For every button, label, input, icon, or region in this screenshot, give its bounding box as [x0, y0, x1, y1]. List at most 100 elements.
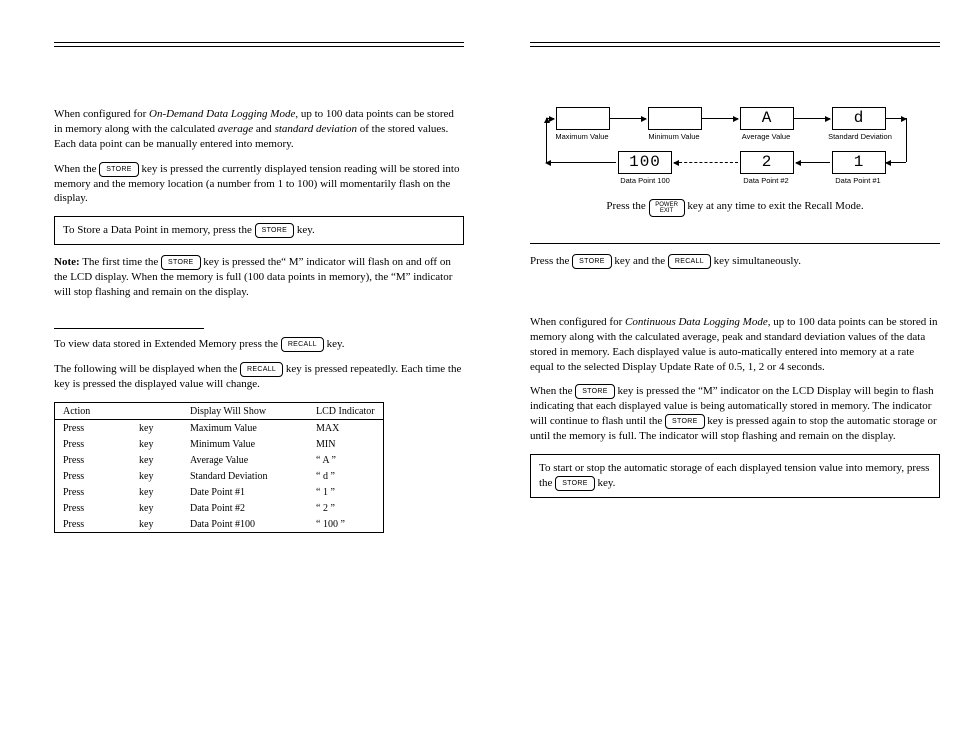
cell: Standard Deviation	[182, 468, 308, 484]
th-action: Action	[55, 402, 183, 419]
text: Press the	[606, 200, 648, 212]
text: When configured for	[530, 316, 625, 328]
connector-line	[546, 118, 547, 162]
table-row-gap: PresskeyData Point #100“ 100 ”	[55, 516, 384, 533]
continuous-store-para: When the STORE key is pressed the “M” in…	[530, 384, 940, 444]
cell: “ A ”	[308, 452, 384, 468]
table-header-row: Action Display Will Show LCD Indicator	[55, 402, 384, 419]
table-row: PresskeyStandard Deviation“ d ”	[55, 468, 384, 484]
recall-key-icon: RECALL	[240, 362, 283, 377]
arrow-dash-icon	[674, 162, 738, 163]
text: When configured for	[54, 108, 149, 120]
lbl-dp100: Data Point 100	[606, 176, 684, 185]
table-row: PresskeyAverage Value“ A ”	[55, 452, 384, 468]
connector-line	[906, 118, 907, 162]
lbl-dp1: Data Point #1	[822, 176, 894, 185]
lcd-dp100: 100	[618, 151, 672, 174]
recall-key-icon: RECALL	[281, 337, 324, 352]
lcd-val: A	[762, 109, 773, 127]
section-rule	[54, 328, 204, 329]
right-column: A d Maximum Value Minimum Value Average …	[530, 42, 940, 508]
spacer	[530, 279, 940, 315]
text: To Store a Data Point in memory, press t…	[63, 224, 252, 236]
ondemand-intro: When configured for On-Demand Data Loggi…	[54, 107, 464, 152]
lbl-max: Maximum Value	[546, 132, 618, 141]
text: key.	[327, 338, 345, 350]
table-row: PresskeyMinimum ValueMIN	[55, 436, 384, 452]
store-instruction-box: To Store a Data Point in memory, press t…	[54, 216, 464, 245]
lcd-avg: A	[740, 107, 794, 130]
recall-flow-diagram: A d Maximum Value Minimum Value Average …	[540, 107, 930, 187]
lcd-max	[556, 107, 610, 130]
mode-name: On-Demand Data Logging Mode	[149, 108, 295, 120]
lcd-val: 1	[854, 153, 865, 171]
header-rule-right	[530, 42, 940, 47]
cell: MAX	[308, 419, 384, 436]
arrow-icon	[886, 118, 906, 119]
exit-para: Press the POWER EXIT key at any time to …	[530, 199, 940, 217]
cell: key	[131, 419, 182, 436]
key-line: EXIT	[660, 208, 673, 214]
header-rule-left	[54, 42, 464, 47]
note-label: Note:	[54, 256, 80, 268]
cell: Data Point #100	[182, 516, 308, 533]
lcd-min	[648, 107, 702, 130]
store-key-icon: STORE	[161, 255, 201, 270]
cell: Press	[55, 452, 132, 468]
store-key-icon: STORE	[572, 254, 612, 269]
cell: Press	[55, 516, 132, 533]
text: When the	[530, 385, 575, 397]
lcd-val: d	[854, 109, 865, 127]
mode-name: Continuous Data Logging Mode	[625, 316, 768, 328]
cell: key	[131, 468, 182, 484]
cell: “ 100 ”	[308, 516, 384, 533]
recall-key-icon: RECALL	[668, 254, 711, 269]
lbl-stdev: Standard Deviation	[818, 132, 902, 141]
store-key-icon: STORE	[575, 384, 615, 399]
cell: key	[131, 452, 182, 468]
lbl-dp2: Data Point #2	[730, 176, 802, 185]
continuous-intro: When configured for Continuous Data Logg…	[530, 315, 940, 374]
cell: “ 2 ”	[308, 500, 384, 516]
follow-para: The following will be displayed when the…	[54, 362, 464, 392]
table-row: PresskeyMaximum ValueMAX	[55, 419, 384, 436]
text: key at any time to exit the Recall Mode.	[687, 200, 863, 212]
table-row: PresskeyDate Point #1“ 1 ”	[55, 484, 384, 500]
store-press-para: When the STORE key is pressed the curren…	[54, 162, 464, 207]
cell: MIN	[308, 436, 384, 452]
arrow-icon	[546, 162, 616, 163]
cell: Press	[55, 436, 132, 452]
text: key.	[297, 224, 315, 236]
cell: Data Point #2	[182, 500, 308, 516]
text: key and the	[614, 255, 667, 267]
lcd-dp2: 2	[740, 151, 794, 174]
lcd-val: 100	[629, 153, 661, 171]
arrow-icon	[546, 118, 554, 119]
view-para: To view data stored in Extended Memory p…	[54, 337, 464, 352]
arrow-icon	[796, 162, 830, 163]
cell: Press	[55, 484, 132, 500]
store-key-icon: STORE	[555, 476, 595, 491]
left-column: When configured for On-Demand Data Loggi…	[54, 42, 464, 533]
arrow-icon	[702, 118, 738, 119]
page: When configured for On-Demand Data Loggi…	[0, 0, 954, 738]
text: and	[253, 123, 274, 135]
text: The first time the	[80, 256, 161, 268]
th-lcd: LCD Indicator	[308, 402, 384, 419]
section-rule	[530, 243, 940, 244]
lcd-dp1: 1	[832, 151, 886, 174]
cell: Maximum Value	[182, 419, 308, 436]
text: Press the	[530, 255, 572, 267]
text: To view data stored in Extended Memory p…	[54, 338, 281, 350]
arrow-icon	[794, 118, 830, 119]
power-exit-key-icon: POWER EXIT	[649, 199, 685, 217]
text: key.	[597, 477, 615, 489]
text: When the	[54, 163, 99, 175]
cell: Press	[55, 419, 132, 436]
note-para: Note: The first time the STORE key is pr…	[54, 255, 464, 300]
cell: Date Point #1	[182, 484, 308, 500]
lbl-min: Minimum Value	[638, 132, 710, 141]
arrow-icon	[610, 118, 646, 119]
cell: Press	[55, 468, 132, 484]
arrow-icon	[886, 162, 906, 163]
